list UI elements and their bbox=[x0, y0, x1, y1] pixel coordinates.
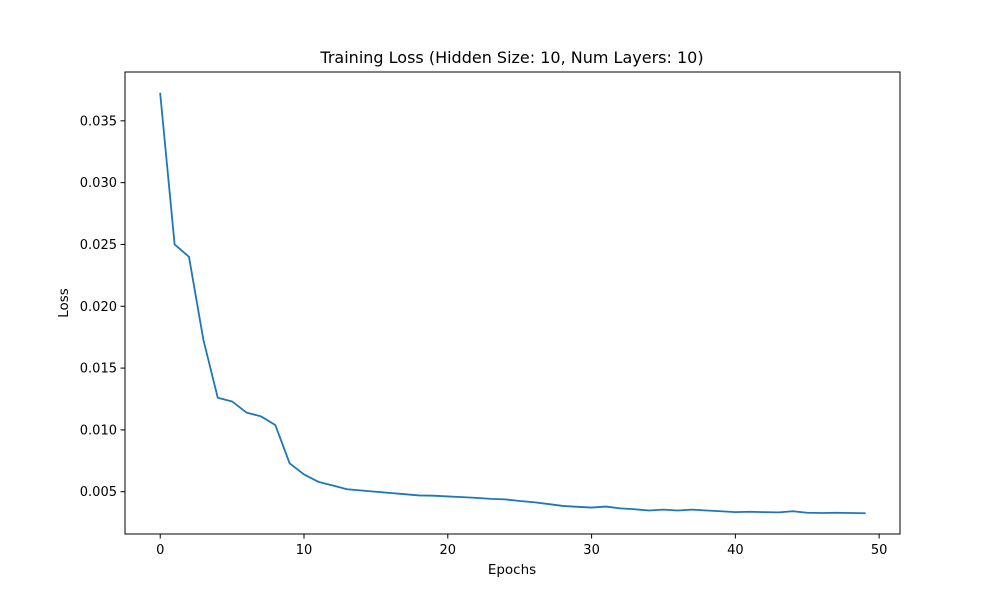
plot-area: 0 10 20 30 40 50 0.005 0.010 0.015 0.020 0.025 0.03… bbox=[80, 71, 901, 558]
x-tick-label: 20 bbox=[440, 543, 457, 558]
y-tick-label: 0.020 bbox=[80, 300, 117, 315]
loss-line bbox=[159, 92, 866, 515]
y-axis-label: Loss bbox=[56, 288, 72, 318]
chart-title: Training Loss (Hidden Size: 10, Num Laye… bbox=[319, 48, 703, 67]
x-tick-label: 30 bbox=[583, 543, 600, 558]
y-tick-label: 0.025 bbox=[80, 238, 117, 253]
x-axis-label: Epochs bbox=[488, 562, 536, 578]
y-tick-label: 0.030 bbox=[80, 176, 117, 191]
axes-frame bbox=[124, 71, 901, 535]
y-tick-label: 0.015 bbox=[80, 362, 117, 377]
x-tick-label: 10 bbox=[296, 543, 313, 558]
x-tick-label: 50 bbox=[871, 543, 888, 558]
x-tick-label: 0 bbox=[156, 543, 164, 558]
y-tick-label: 0.010 bbox=[80, 423, 117, 438]
x-tick-label: 40 bbox=[727, 543, 744, 558]
y-tick-label: 0.035 bbox=[80, 114, 117, 129]
y-tick-label: 0.005 bbox=[80, 485, 117, 500]
